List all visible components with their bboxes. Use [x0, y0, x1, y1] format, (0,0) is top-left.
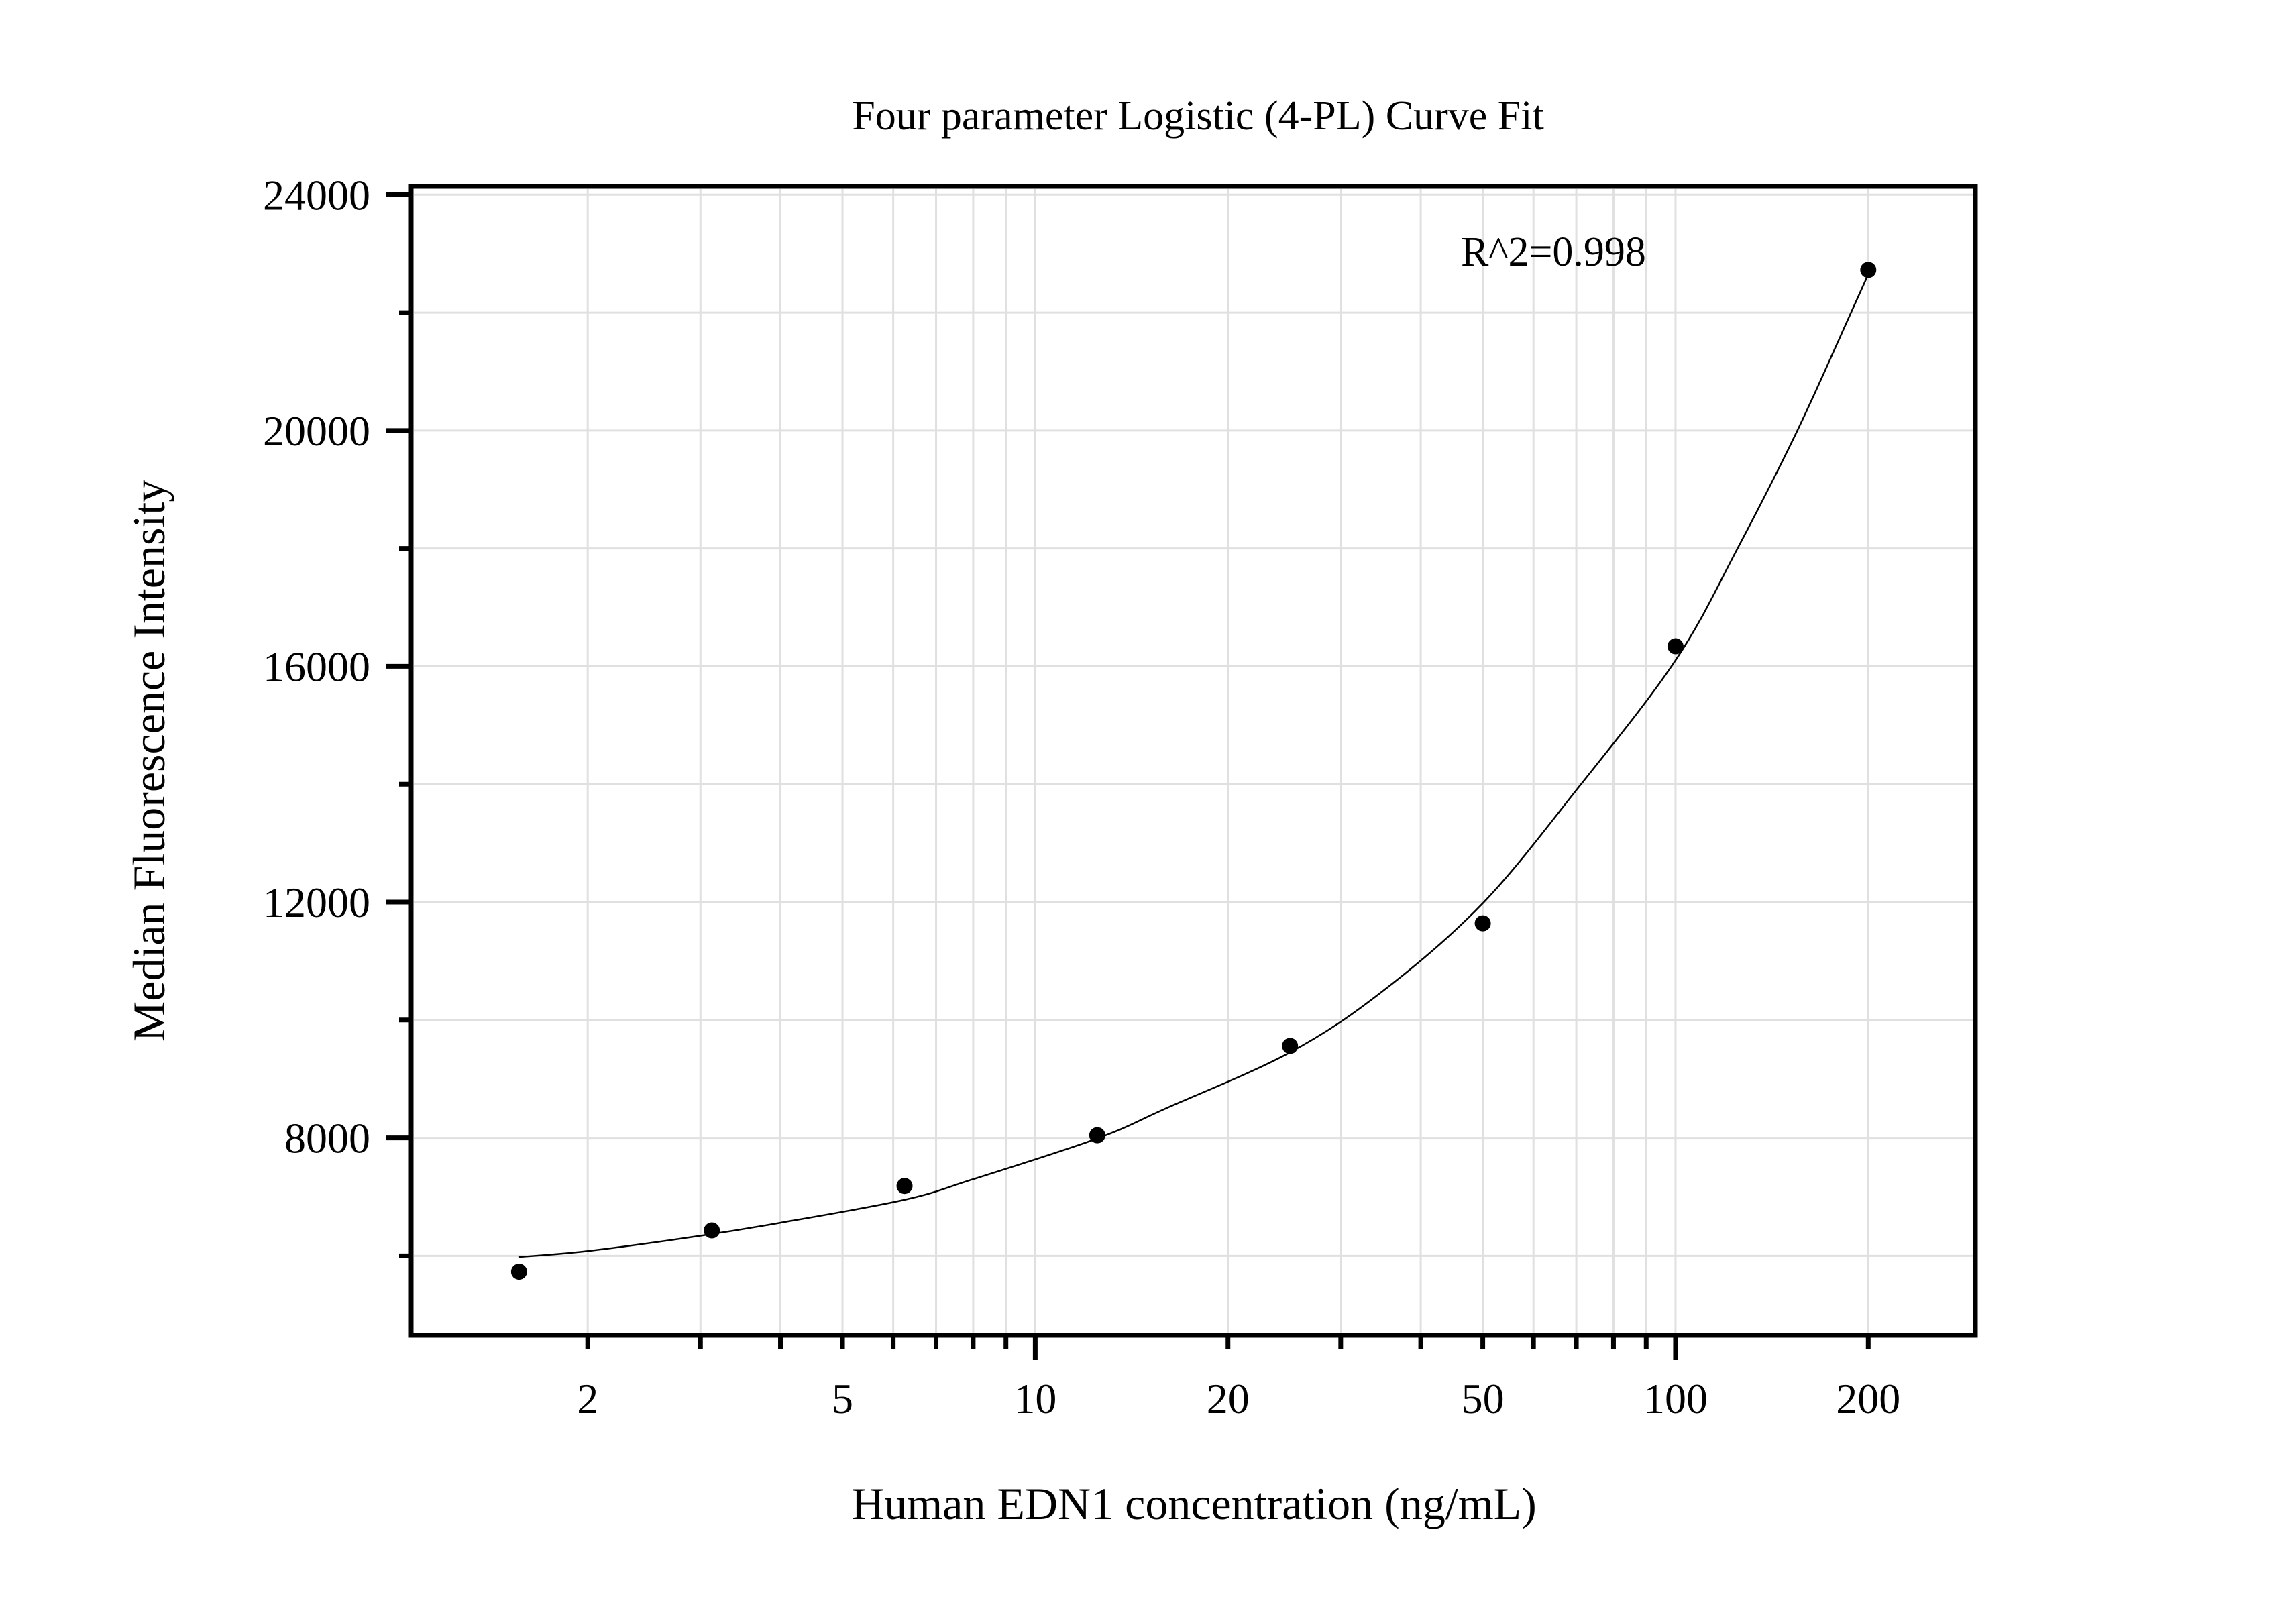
data-point — [1282, 1038, 1299, 1054]
r-squared-annotation: R^2=0.998 — [1461, 229, 1646, 275]
x-tick-label: 2 — [577, 1375, 598, 1423]
y-tick-label: 20000 — [263, 407, 370, 455]
data-point — [1474, 915, 1491, 932]
x-axis-title: Human EDN1 concentration (ng/mL) — [851, 1478, 1537, 1529]
data-point — [1667, 638, 1684, 655]
axis-ticks: 2 5 10 20 50 100 200 8000 12000 16000 20000 24000 — [263, 171, 1900, 1423]
x-tick-label: 20 — [1207, 1375, 1250, 1423]
data-point — [510, 1264, 527, 1280]
y-tick-label: 8000 — [284, 1115, 370, 1162]
data-point — [704, 1222, 720, 1239]
x-tick-label: 50 — [1462, 1375, 1505, 1423]
fit-curve-line — [518, 274, 1869, 1258]
x-tick-label: 10 — [1014, 1375, 1056, 1423]
gridlines — [414, 189, 1973, 1333]
y-tick-label: 16000 — [263, 643, 370, 690]
fit-curve — [518, 274, 1869, 1258]
x-tick-label: 100 — [1643, 1375, 1708, 1423]
data-point — [896, 1178, 913, 1195]
x-tick-label: 200 — [1836, 1375, 1900, 1423]
chart-title: Four parameter Logistic (4-PL) Curve Fit — [852, 93, 1543, 139]
plot-frame — [408, 184, 1978, 1338]
data-point — [1089, 1127, 1105, 1144]
data-point — [1860, 262, 1877, 278]
y-tick-label: 12000 — [263, 879, 370, 926]
y-tick-label: 24000 — [263, 171, 370, 219]
data-points — [510, 262, 1877, 1280]
x-tick-label: 5 — [832, 1375, 853, 1423]
y-axis-title: Median Fluorescence Intensity — [123, 480, 174, 1042]
